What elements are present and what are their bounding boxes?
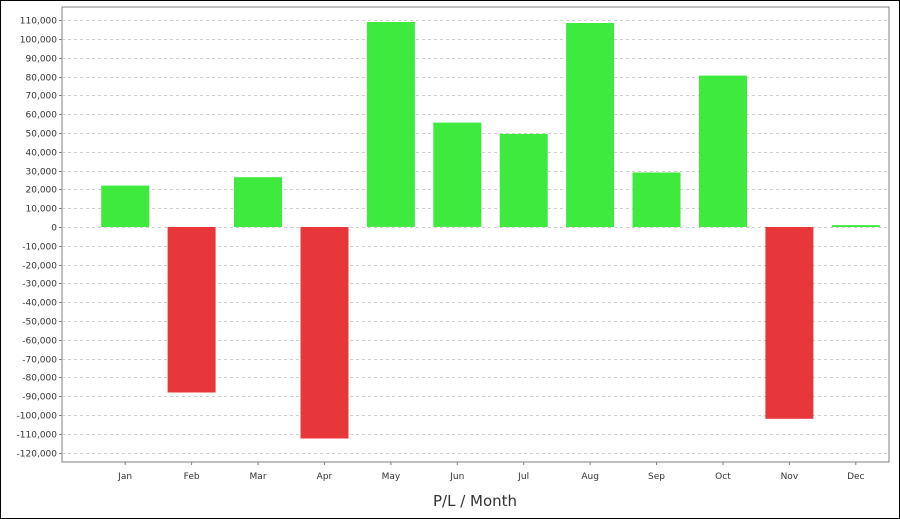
x-tick-label-mar: Mar bbox=[250, 472, 267, 482]
bar-jan bbox=[101, 185, 150, 227]
x-tick-label-aug: Aug bbox=[581, 472, 599, 482]
bars bbox=[101, 22, 880, 439]
y-tick-label: -40,000 bbox=[22, 299, 57, 309]
x-tick-label-feb: Feb bbox=[184, 472, 200, 482]
bar-apr bbox=[300, 227, 349, 439]
y-tick-label: -20,000 bbox=[22, 262, 57, 272]
x-axis-title: P/L / Month bbox=[433, 492, 517, 510]
x-tick-label-jun: Jun bbox=[449, 472, 464, 482]
x-tick-label-dec: Dec bbox=[847, 472, 864, 482]
y-tick-label: 80,000 bbox=[26, 74, 58, 84]
y-tick-label: 70,000 bbox=[26, 92, 58, 102]
bar-mar bbox=[234, 177, 282, 227]
x-tick-label-sep: Sep bbox=[648, 472, 665, 482]
bar-jul bbox=[499, 133, 548, 227]
y-tick-label: 60,000 bbox=[26, 111, 58, 121]
y-tick-label: 110,000 bbox=[20, 17, 57, 27]
y-tick-label: 100,000 bbox=[20, 36, 57, 46]
y-tick-label: -30,000 bbox=[22, 280, 57, 290]
y-tick-label: -70,000 bbox=[22, 356, 57, 366]
y-tick-label: -10,000 bbox=[22, 243, 57, 253]
bar-sep bbox=[632, 172, 681, 227]
y-tick-label: -60,000 bbox=[22, 337, 57, 347]
x-tick-label-oct: Oct bbox=[715, 472, 731, 482]
y-tick-label: -80,000 bbox=[22, 374, 57, 384]
y-tick-label: 20,000 bbox=[26, 186, 58, 196]
x-tick-label-may: May bbox=[382, 472, 401, 482]
y-tick-label: 50,000 bbox=[26, 130, 58, 140]
bar-feb bbox=[167, 227, 216, 393]
y-tick-label: -110,000 bbox=[17, 431, 58, 441]
x-tick-label-nov: Nov bbox=[781, 472, 799, 482]
y-tick-label: 40,000 bbox=[26, 149, 58, 159]
bar-aug bbox=[566, 23, 615, 227]
bar-jun bbox=[433, 122, 482, 227]
bar-nov bbox=[765, 227, 814, 419]
bar-oct bbox=[699, 75, 747, 227]
y-tick-label: -50,000 bbox=[22, 318, 57, 328]
x-tick-label-jul: Jul bbox=[517, 472, 529, 482]
y-tick-label: 90,000 bbox=[26, 55, 58, 65]
y-tick-label: 0 bbox=[51, 224, 57, 234]
bar-dec bbox=[831, 225, 880, 227]
bar-may bbox=[366, 22, 415, 227]
y-tick-label: 30,000 bbox=[26, 168, 58, 178]
y-tick-label: -90,000 bbox=[22, 393, 57, 403]
y-axis-ticks: 110,000 100,000 90,000 80,000 70,000 60,000 50… bbox=[17, 17, 62, 460]
y-tick-label: 10,000 bbox=[26, 205, 58, 215]
x-tick-label-jan: Jan bbox=[117, 472, 132, 482]
x-axis-ticks: Jan Feb Mar Apr May Jun Jul Aug Sep Oct Nov Dec bbox=[117, 462, 865, 482]
x-tick-label-apr: Apr bbox=[317, 472, 333, 482]
y-tick-label: -100,000 bbox=[17, 412, 58, 422]
y-tick-label: -120,000 bbox=[17, 450, 58, 460]
